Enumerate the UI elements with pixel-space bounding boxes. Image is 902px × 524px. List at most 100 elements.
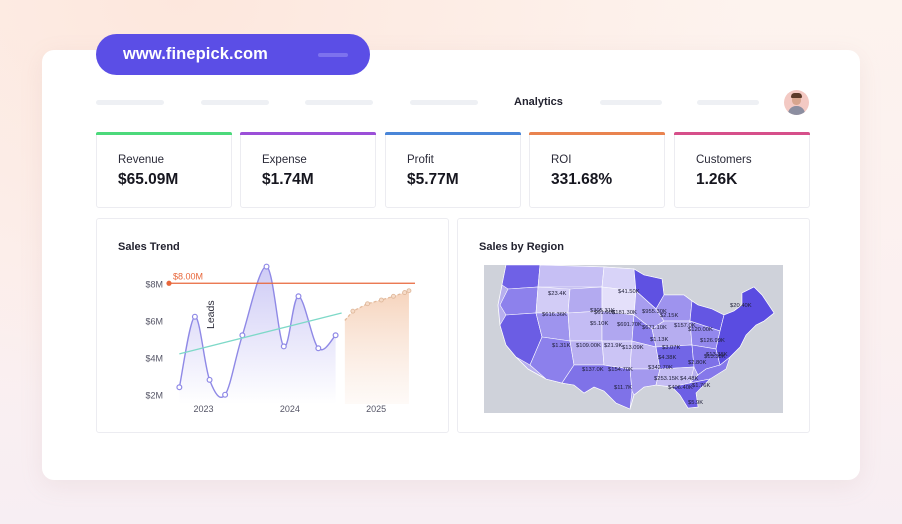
region-value-label: $1.76K <box>692 383 711 389</box>
region-value-label: $691.70K <box>617 322 642 328</box>
region-value-label: $109.00K <box>576 343 601 349</box>
forecast-point <box>391 293 396 299</box>
kpi-value: 331.68% <box>551 171 613 188</box>
nav-item-placeholder[interactable] <box>305 100 373 105</box>
kpi-card-profit[interactable]: Profit $5.77M <box>385 132 521 208</box>
trend-line <box>179 312 342 355</box>
kpi-accent-bar <box>674 132 810 135</box>
sales-point <box>263 263 270 270</box>
region-value-label: $157.0K <box>674 323 696 329</box>
nav-title-analytics[interactable]: Analytics <box>514 96 563 108</box>
region-value-label: $5.9K <box>688 400 703 406</box>
sales-point <box>315 345 322 352</box>
region-value-label: $342.70K <box>648 365 673 371</box>
kpi-card-customers[interactable]: Customers 1.26K <box>674 132 810 208</box>
state-region <box>537 264 605 288</box>
region-value-label: $13.09K <box>622 345 644 351</box>
target-label: $8.00M <box>173 271 203 281</box>
us-sales-map[interactable]: $23.4K $41.50K $305.31K$61.60K $5.10K$181.3… <box>458 219 811 434</box>
state-region <box>629 368 661 396</box>
region-value-label: $253.15K <box>654 376 679 382</box>
kpi-card-revenue[interactable]: Revenue $65.09M <box>96 132 232 208</box>
sales-point <box>191 313 198 320</box>
region-value-label: $154.70K <box>608 367 633 373</box>
region-value-label: $1.31K <box>552 343 571 349</box>
sales-region-title: Sales by Region <box>479 241 564 253</box>
region-value-label: $20.40K <box>730 303 752 309</box>
forecast-point <box>402 290 408 295</box>
nav-item-placeholder[interactable] <box>600 100 662 105</box>
sales-line <box>178 265 337 399</box>
sales-point <box>176 384 183 391</box>
kpi-accent-bar <box>240 132 376 135</box>
nav-item-placeholder[interactable] <box>96 100 164 105</box>
state-region <box>501 264 541 290</box>
y-tick-label: $2M <box>145 391 163 401</box>
sales-trend-title: Sales Trend <box>118 241 180 253</box>
x-tick-label: 2023 <box>194 404 214 414</box>
region-value-label: $4.38K <box>658 355 677 361</box>
kpi-value: $1.74M <box>262 171 314 188</box>
region-value-label: $1.13K <box>650 337 669 343</box>
kpi-card-roi[interactable]: ROI 331.68% <box>529 132 665 208</box>
kpi-label: Revenue <box>118 154 165 166</box>
kpi-value: 1.26K <box>696 171 738 188</box>
sales-point <box>332 332 339 339</box>
x-tick-label: 2024 <box>280 404 300 414</box>
forecast-point <box>350 308 356 314</box>
region-value-label: $41.50K <box>618 289 640 295</box>
kpi-label: ROI <box>551 154 572 166</box>
user-avatar[interactable] <box>784 90 809 115</box>
nav-item-placeholder[interactable] <box>410 100 478 105</box>
nav-item-placeholder[interactable] <box>697 100 759 105</box>
sales-point <box>295 293 302 300</box>
sales-area <box>179 266 336 404</box>
state-region <box>715 286 775 366</box>
region-value-label: $4.48K <box>680 376 699 382</box>
kpi-accent-bar <box>529 132 665 135</box>
kpi-label: Expense <box>262 154 307 166</box>
x-tick-label: 2025 <box>366 404 386 414</box>
sales-trend-card[interactable]: Sales Trend Leads $2M $4M $6M $8M 2023 2024 20… <box>96 218 449 433</box>
region-value-label: $2.15K <box>660 313 679 319</box>
y-axis-label: Leads <box>205 300 217 329</box>
url-bar[interactable]: www.finepick.com <box>96 34 370 75</box>
forecast-point <box>365 301 370 307</box>
target-marker <box>166 280 172 286</box>
kpi-accent-bar <box>96 132 232 135</box>
y-tick-label: $6M <box>145 316 163 326</box>
sales-region-card[interactable]: Sales by Region $23.4K $41.50K $305.31K $61… <box>457 218 810 433</box>
region-value-label: $61.60K <box>594 310 616 316</box>
region-value-label: $126.99K <box>700 338 725 344</box>
region-value-label: $2.80K <box>688 360 707 366</box>
sales-point <box>280 343 287 350</box>
region-value-label: $21.9K <box>604 343 623 349</box>
kpi-card-expense[interactable]: Expense $1.74M <box>240 132 376 208</box>
forecast-point <box>406 288 412 294</box>
region-value-label: $5.10K <box>590 321 609 327</box>
forecast-area <box>344 290 409 404</box>
forecast-point <box>378 297 384 303</box>
region-value-label: $955.30K <box>642 309 667 315</box>
kpi-accent-bar <box>385 132 521 135</box>
region-value-label: $11.7K <box>614 385 632 391</box>
sales-trend-chart[interactable]: Leads $2M $4M $6M $8M 2023 2024 2025 $8.00M <box>97 219 450 434</box>
sales-point <box>206 376 213 383</box>
region-value-label: $406.40K <box>668 385 693 391</box>
kpi-value: $65.09M <box>118 171 179 188</box>
region-value-label: $13.38K <box>706 352 728 358</box>
kpi-value: $5.77M <box>407 171 459 188</box>
region-value-label: $23.4K <box>548 291 567 297</box>
sales-point <box>222 391 229 398</box>
region-value-label: $616.36K <box>542 312 567 318</box>
nav-item-placeholder[interactable] <box>201 100 269 105</box>
region-value-label: $181.30K <box>612 310 637 316</box>
region-value-label: $671.10K <box>642 325 667 331</box>
state-region <box>671 378 711 409</box>
kpi-label: Profit <box>407 154 434 166</box>
url-bar-handle <box>318 53 348 57</box>
region-value-label: $13.38K <box>704 354 726 360</box>
url-text: www.finepick.com <box>123 45 268 63</box>
region-value-label: $305.31K <box>590 308 615 314</box>
kpi-label: Customers <box>696 154 752 166</box>
